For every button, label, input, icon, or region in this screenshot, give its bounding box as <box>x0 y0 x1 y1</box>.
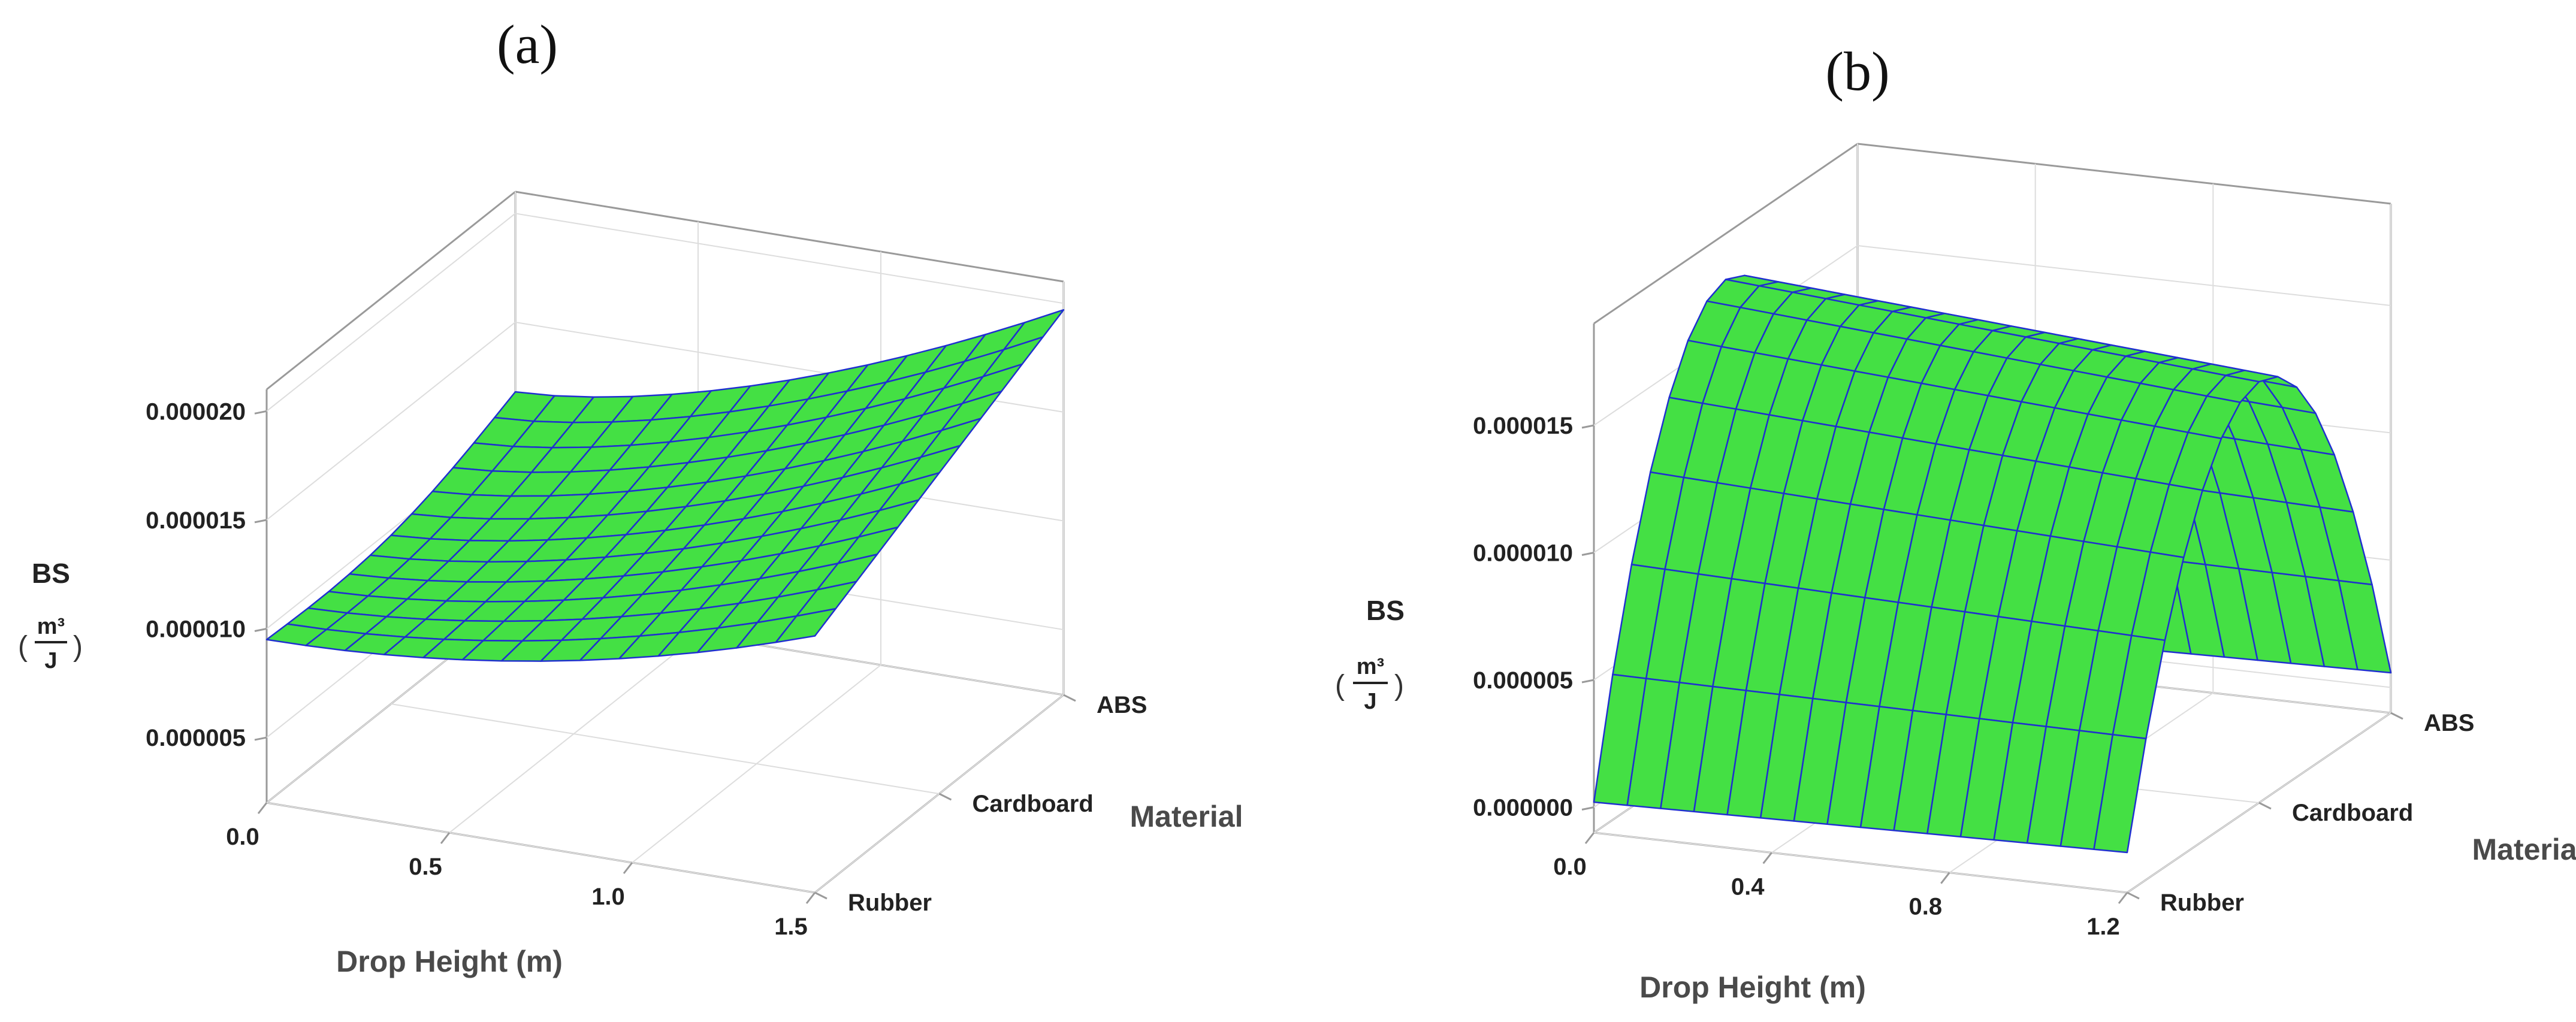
panel-b-y-title: Material <box>2472 833 2576 866</box>
panel-b-y-tick-mark <box>2258 802 2272 810</box>
panel-b-z-tick-label: 0.000005 <box>1473 667 1573 694</box>
panel-b-x-tick-mark <box>1584 832 1595 844</box>
panel-a-x-tick-label: 0.0 <box>226 824 259 850</box>
panel-b-z-unit-den: J <box>1364 689 1376 714</box>
panel-b-x-tick-label: 0.0 <box>1553 854 1587 880</box>
panel-b-label: (b) <box>1825 41 1889 102</box>
panel-b-x-tick-mark <box>1762 852 1772 864</box>
panel-b-floor-gridline <box>1593 832 2128 893</box>
panel-a-z-tick-mark <box>254 410 267 415</box>
panel-b-y-tick-label: ABS <box>2424 710 2474 736</box>
panel-a-unit-paren-right: ) <box>73 631 83 663</box>
panel-a-surface <box>265 309 1065 662</box>
panel-a-x-tick-label: 1.5 <box>774 914 808 940</box>
panel-a-x-tick-label: 0.5 <box>409 854 442 880</box>
panel-a-y-tick-mark <box>1063 694 1076 702</box>
panel-a-y-tick-mark <box>814 891 828 900</box>
panel-b-x-tick-mark <box>2118 892 2128 904</box>
panel-b-z-tick-mark <box>1581 806 1594 811</box>
panel-a-z-unit-den: J <box>44 648 57 673</box>
panel-a-x-tick-mark <box>805 892 816 904</box>
panel-a-z-tick-mark <box>254 628 267 632</box>
panel-b-x-tick-label: 0.8 <box>1909 894 1943 920</box>
panel-b-z-tick-mark <box>1581 552 1594 556</box>
panel-a-y-tick-label: Rubber <box>848 890 932 916</box>
panel-a-z-title: BS <box>32 558 70 589</box>
panel-b-x-tick-mark <box>1940 872 1950 884</box>
panel-b-box-edge <box>1857 143 2391 205</box>
panel-a-y-tick-mark <box>938 793 952 801</box>
panel-b-y-tick-mark <box>2127 891 2140 900</box>
panel-a-y-tick-label: Cardboard <box>973 791 1094 817</box>
panel-a-side-gridline <box>266 322 516 521</box>
panel-a-ticks: 0.000005 0.000010 0.000015 0.000020 0.0 0.5 1.… <box>146 398 1147 940</box>
panel-a-side-gridline <box>266 213 516 412</box>
panel-b-back-gridline <box>1857 245 2391 306</box>
panel-a-back-gridline <box>515 213 1064 304</box>
panel-b-z-tick-label: 0.000010 <box>1473 540 1573 567</box>
panel-b: (b) 0.0000000.0000050.0000100.0000150.00… <box>1335 41 2576 1004</box>
panel-a-box-edge <box>266 191 516 391</box>
panel-b-z-tick-label: 0.000015 <box>1473 413 1573 439</box>
panel-b-z-tick-mark <box>1581 424 1594 429</box>
panel-b-y-tick-mark <box>2390 712 2403 720</box>
panel-a-floor-gridline <box>391 703 940 794</box>
panel-b-x-tick-label: 1.2 <box>2086 914 2120 940</box>
panel-b-x-tick-label: 0.4 <box>1731 873 1765 900</box>
panel-a-floor-gridline <box>266 802 816 893</box>
panel-a-unit-paren-left: ( <box>18 631 28 663</box>
panel-b-y-tick-label: Rubber <box>2160 890 2244 916</box>
panel-a-z-tick-label: 0.000005 <box>146 725 246 751</box>
panel-a-y-title: Material <box>1130 800 1243 833</box>
panel-a-z-tick-mark <box>254 736 267 741</box>
panel-b-ticks: 0.000000 0.000005 0.000010 0.000015 0.0 0.4 0.… <box>1473 413 2474 940</box>
panel-b-y-tick-label: Cardboard <box>2292 800 2413 826</box>
panel-a-x-title: Drop Height (m) <box>336 945 563 978</box>
panel-b-unit-paren-right: ) <box>1394 670 1404 702</box>
panel-a-y-tick-label: ABS <box>1097 692 1147 718</box>
panel-b-x-title: Drop Height (m) <box>1639 970 1866 1004</box>
panel-a-label: (a) <box>497 14 558 75</box>
panel-b-surface <box>1593 274 2392 854</box>
panel-b-z-title: BS <box>1366 595 1405 626</box>
panel-a-x-tick-mark <box>440 832 451 844</box>
panel-a-x-tick-mark <box>623 862 633 874</box>
panel-b-z-tick-mark <box>1581 679 1594 684</box>
panel-b-surface-cell <box>1593 673 1647 806</box>
panel-b-box-edge <box>1593 143 1858 325</box>
panel-a-box-edge <box>515 191 1064 283</box>
panel-a: (a) 0.0000050.0000100.0000150.0000200.00… <box>18 14 1243 978</box>
panel-a-surface-cell <box>265 623 328 646</box>
panel-b-z-tick-label: 0.000000 <box>1473 795 1573 821</box>
panel-b-z-unit-num: m³ <box>1357 654 1384 679</box>
panel-a-z-unit-num: m³ <box>37 614 65 639</box>
panel-a-z-tick-label: 0.000010 <box>146 616 246 642</box>
panel-b-unit-paren-left: ( <box>1335 670 1345 702</box>
panel-a-z-tick-label: 0.000020 <box>146 398 246 425</box>
panel-a-z-tick-mark <box>254 519 267 524</box>
panel-a-x-tick-label: 1.0 <box>591 884 625 910</box>
panel-a-z-tick-label: 0.000015 <box>146 507 246 534</box>
panel-a-x-tick-mark <box>257 802 268 814</box>
